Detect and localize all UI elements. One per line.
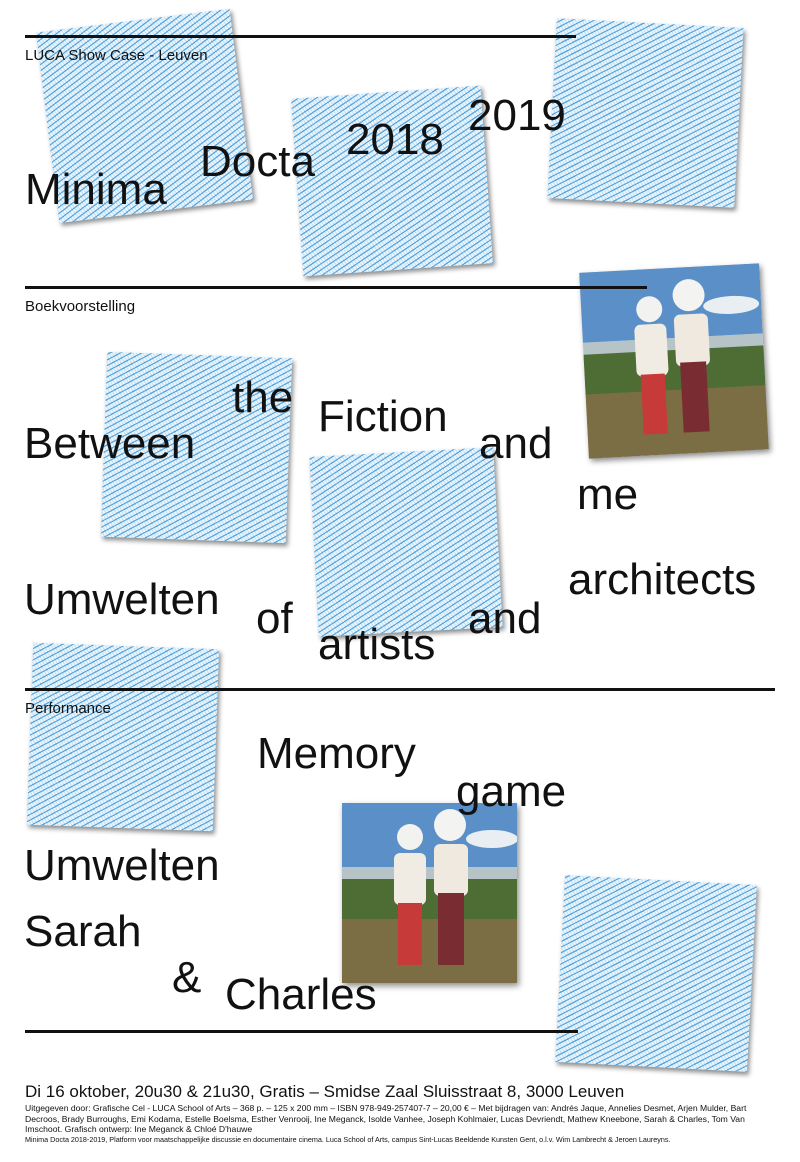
event-details: Di 16 oktober, 20u30 & 21u30, Gratis – S… (25, 1082, 625, 1101)
pattern-tile (547, 18, 744, 208)
divider (25, 286, 647, 289)
divider (25, 35, 576, 38)
performance-name-word: Sarah (24, 907, 142, 956)
book-subtitle-word: artists (318, 620, 436, 669)
performance-name-word: Umwelten (24, 841, 220, 890)
book-subtitle-word: of (256, 594, 293, 643)
book-title-word: Fiction (318, 392, 448, 441)
section-label-book: Boekvoorstelling (25, 298, 136, 315)
book-subtitle-word: and (468, 594, 542, 643)
book-title-word: me (577, 470, 639, 519)
book-title-word: the (232, 373, 294, 422)
book-subtitle-word: architects (568, 555, 757, 604)
venue-label: LUCA Show Case - Leuven (25, 47, 208, 64)
performance-title-word: game (456, 767, 567, 816)
credits-text: Uitgegeven door: Grafische Cel - LUCA Sc… (25, 1103, 747, 1135)
title-word: Minima (25, 165, 167, 214)
children-photo (342, 803, 517, 983)
book-title-word: and (479, 419, 553, 468)
title-word: Docta (200, 137, 315, 186)
credits: Uitgegeven door: Grafische Cel - LUCA Sc… (25, 1103, 775, 1144)
performance-title-word: Memory (257, 729, 416, 778)
book-subtitle-word: Umwelten (24, 575, 220, 624)
section-label-performance: Performance (25, 700, 111, 717)
pattern-tile (26, 642, 220, 832)
colophon-text: Minima Docta 2018-2019, Platform voor ma… (25, 1134, 671, 1144)
performance-name-word: Charles (225, 970, 377, 1019)
title-word: 2019 (468, 91, 566, 140)
title-word: 2018 (346, 115, 444, 164)
book-title-word: Between (24, 419, 196, 468)
divider (25, 688, 775, 691)
children-photo (579, 263, 769, 459)
pattern-tile (555, 875, 757, 1072)
divider (25, 1030, 578, 1033)
performance-name-word: & (172, 953, 202, 1002)
